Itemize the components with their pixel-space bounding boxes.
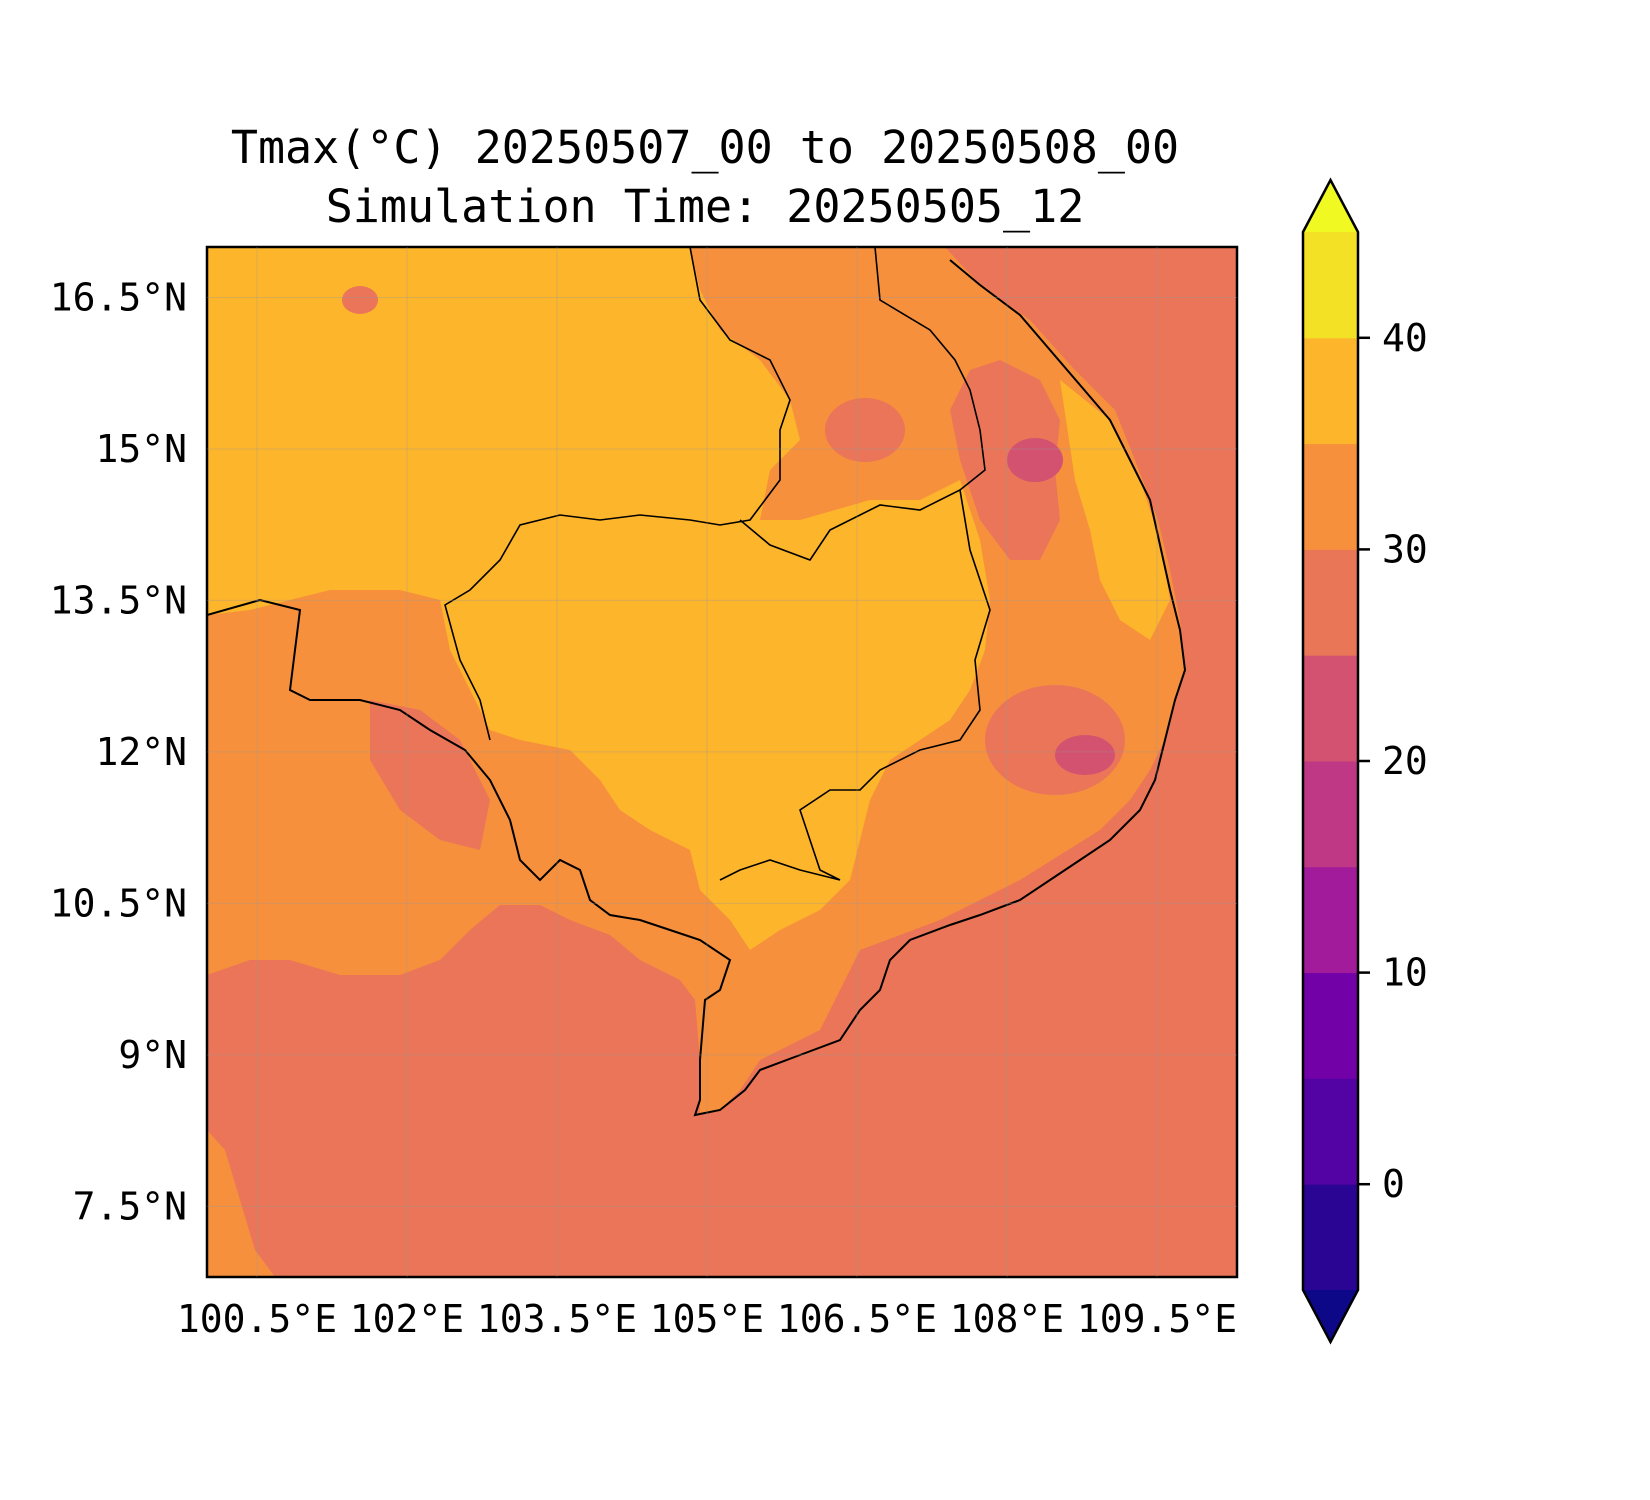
coolest-spot-1 [1007, 438, 1063, 482]
colorbar-segment [1303, 443, 1358, 550]
colorbar-segments [1303, 232, 1358, 1291]
cool-spot-1 [825, 398, 905, 462]
lon-tick-label: 109.5°E [1077, 1297, 1237, 1341]
lon-tick-label: 105°E [650, 1297, 764, 1341]
colorbar-segment [1303, 972, 1358, 1079]
latitude-tick-labels: 16.5°N 15°N 13.5°N 12°N 10.5°N 9°N 7.5°N [50, 275, 187, 1228]
lat-tick-label: 13.5°N [50, 578, 187, 622]
colorbar-segment [1303, 761, 1358, 868]
colorbar-over-arrow [1303, 180, 1358, 232]
lat-tick-label: 7.5°N [73, 1184, 187, 1228]
lat-tick-label: 15°N [95, 427, 187, 471]
colorbar-under-arrow [1303, 1290, 1358, 1342]
colorbar-tick-label: 20 [1382, 739, 1428, 783]
colorbar-segment [1303, 549, 1358, 656]
title-line-2: Simulation Time: 20250505_12 [326, 180, 1085, 233]
map-plot-area [207, 247, 1237, 1277]
border-line-2 [739, 247, 986, 561]
title-line-1: Tmax(°C) 20250507_00 to 20250508_00 [231, 121, 1179, 174]
warm-plateau [207, 247, 990, 950]
colorbar-segment [1303, 866, 1358, 974]
colorbar-segment [1303, 655, 1358, 762]
colorbar-tick-label: 0 [1382, 1162, 1405, 1206]
western-gulf-band [370, 700, 490, 850]
lon-tick-label: 103.5°E [477, 1297, 637, 1341]
cool-spot-3 [342, 286, 378, 314]
colorbar-segment [1303, 337, 1358, 445]
lon-tick-label: 108°E [950, 1297, 1064, 1341]
map-frame [205, 245, 1239, 1279]
lon-tick-label: 100.5°E [177, 1297, 337, 1341]
colorbar-segment [1303, 1078, 1358, 1185]
lat-tick-label: 16.5°N [50, 275, 187, 319]
cool-highland-1 [950, 360, 1060, 560]
lat-tick-label: 9°N [118, 1033, 187, 1077]
colorbar-segment [1303, 232, 1358, 339]
graticule [207, 247, 1237, 1277]
lat-tick-label: 12°N [95, 730, 187, 774]
colorbar-tick-label: 10 [1382, 951, 1428, 995]
chart-title: Tmax(°C) 20250507_00 to 20250508_00 Simu… [231, 121, 1179, 233]
longitude-tick-labels: 100.5°E 102°E 103.5°E 105°E 106.5°E 108°E 109.… [177, 1297, 1237, 1341]
colorbar: 0 10 20 30 40 [1301, 177, 1428, 1345]
coastline [207, 259, 1187, 1117]
border-line-3 [719, 489, 991, 881]
lat-tick-label: 10.5°N [50, 881, 187, 925]
lon-tick-label: 102°E [350, 1297, 464, 1341]
colorbar-tick-label: 30 [1382, 527, 1428, 571]
colorbar-outline [1301, 177, 1360, 1345]
lon-tick-label: 106.5°E [777, 1297, 937, 1341]
coolest-spot-2 [1055, 735, 1115, 775]
colorbar-tick-labels: 0 10 20 30 40 [1358, 316, 1428, 1206]
warm-east-coast [1060, 380, 1170, 640]
colorbar-tick-label: 40 [1382, 316, 1428, 360]
colorbar-segment [1303, 1184, 1358, 1291]
border-line-1 [444, 247, 791, 741]
land-shading-south [207, 1130, 275, 1277]
